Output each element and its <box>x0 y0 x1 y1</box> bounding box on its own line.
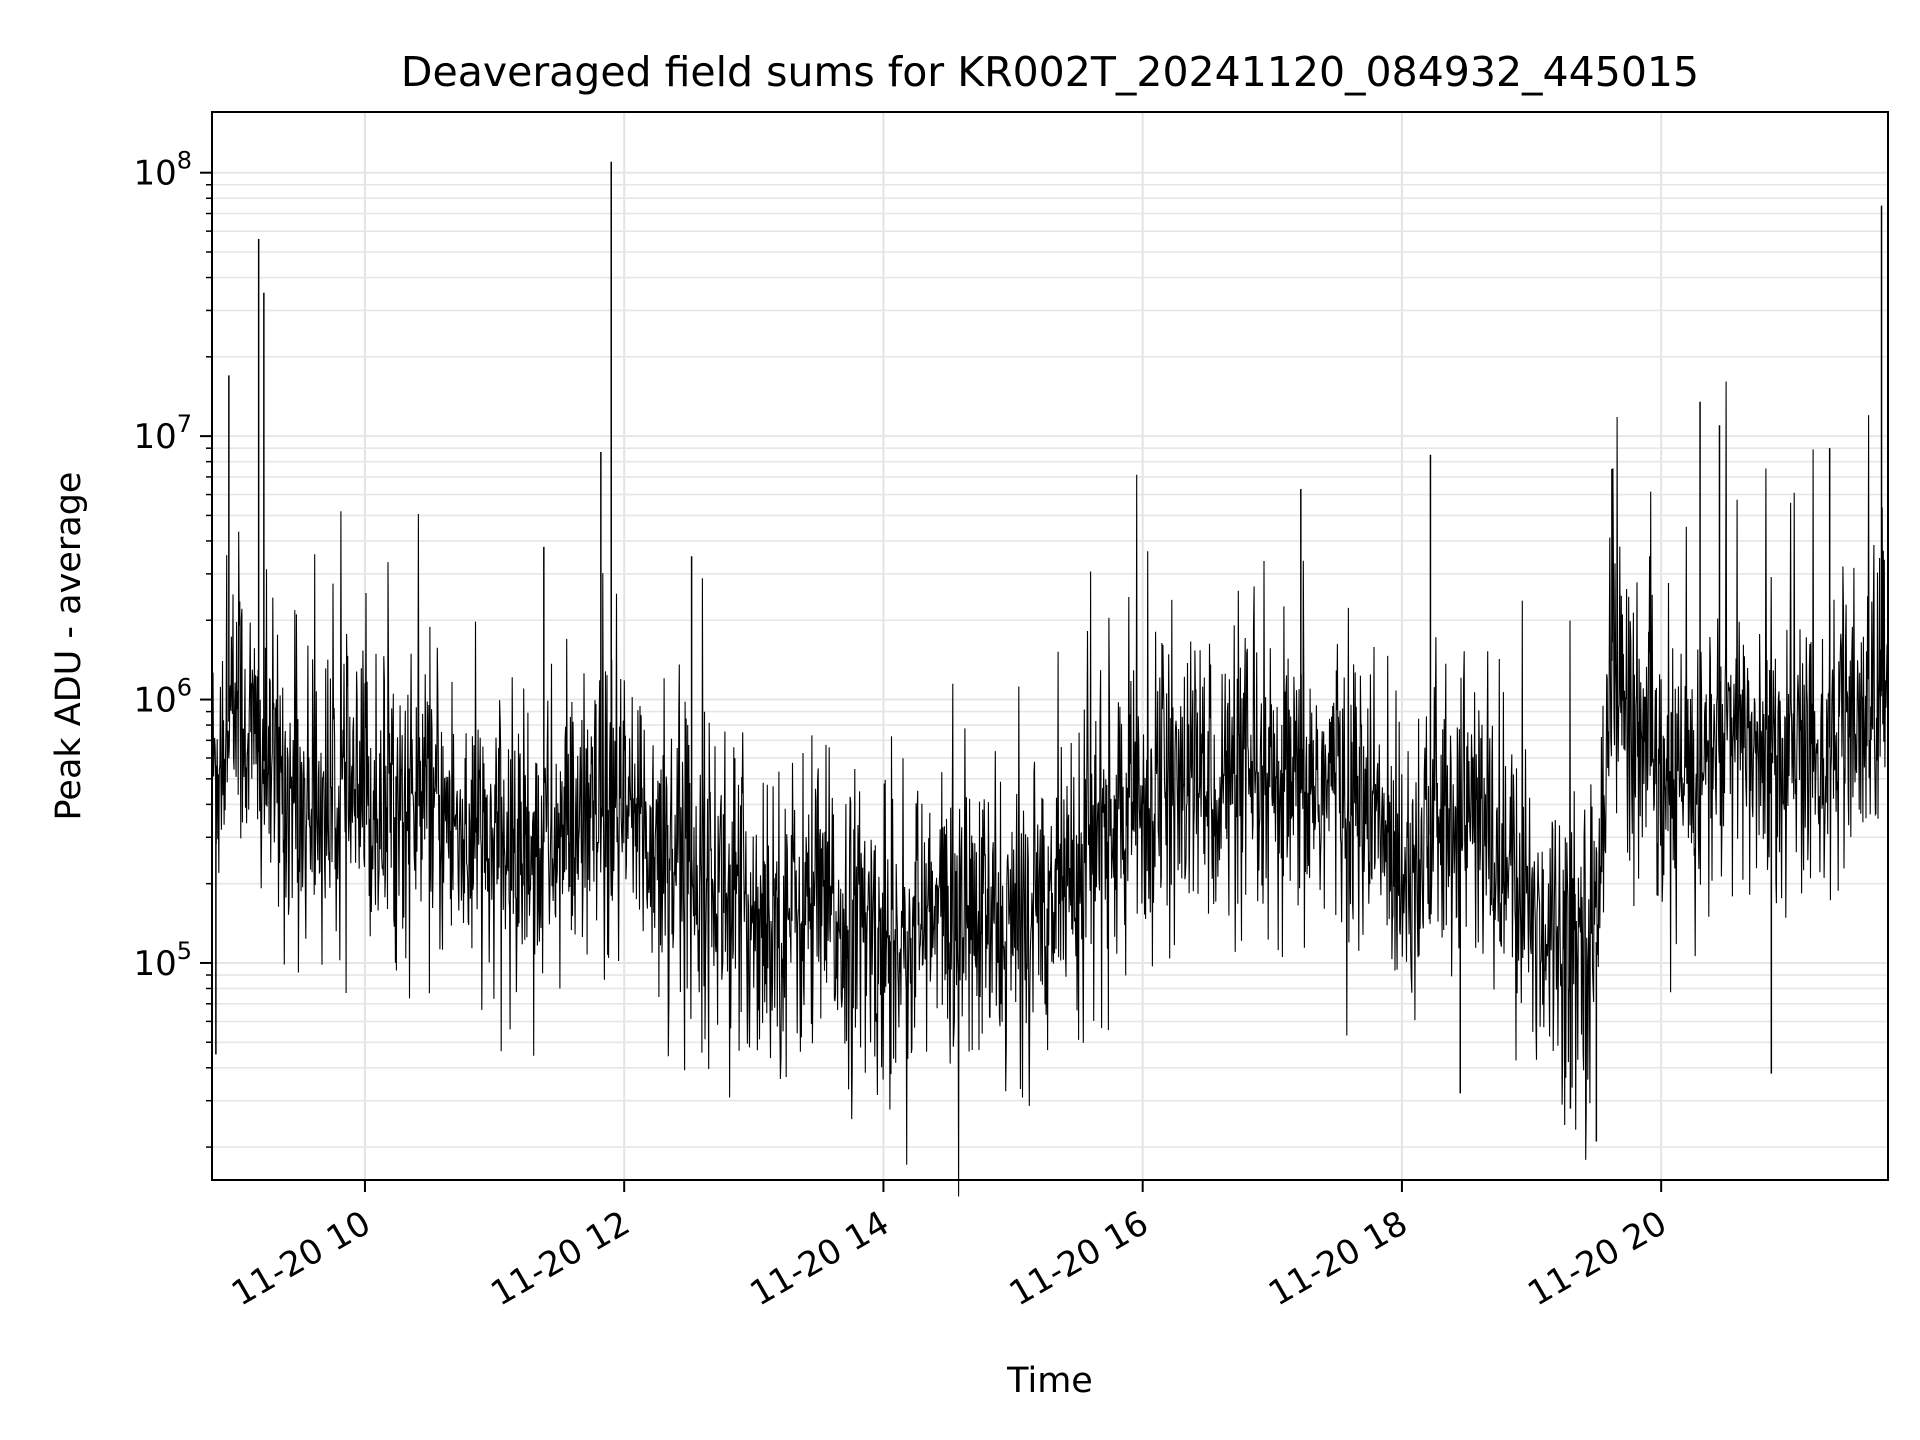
y-tick-label: 105 <box>133 937 192 984</box>
series-line <box>211 381 1889 1197</box>
y-axis: 105 106 107 108 <box>133 147 212 1148</box>
y-tick-label: 108 <box>133 147 192 194</box>
chart-title: Deaveraged field sums for KR002T_2024112… <box>401 48 1699 96</box>
plot-frame <box>211 111 1889 1181</box>
y-tick-label: 107 <box>133 410 192 457</box>
x-axis-label: Time <box>1006 1361 1093 1401</box>
y-tick-label: 106 <box>133 674 192 721</box>
series-layer <box>211 161 1889 1197</box>
y-axis-label: Peak ADU - average <box>49 472 89 821</box>
